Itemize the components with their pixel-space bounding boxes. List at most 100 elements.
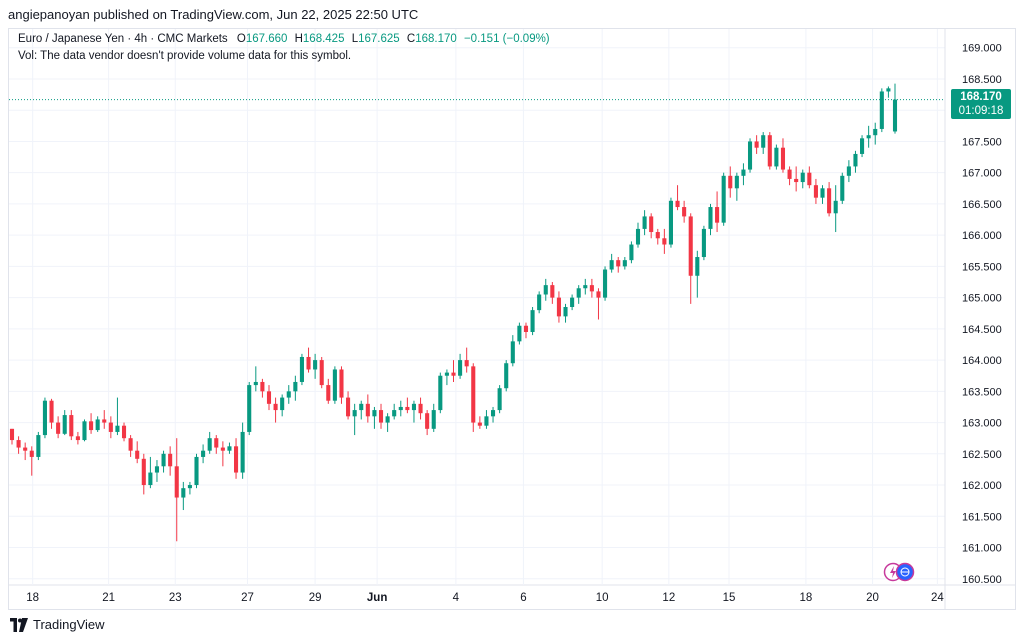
x-tick-label: 18 [799,592,812,604]
candle-body [128,438,133,451]
candle-body [425,413,430,429]
candle-body [69,415,74,437]
candle-body [56,422,61,434]
y-tick-label: 165.500 [962,261,1002,273]
candle-body [517,325,522,342]
y-tick-label: 162.500 [962,449,1002,461]
candle-body [253,381,258,386]
candle-body [227,446,232,451]
candle-body [418,403,423,414]
x-tick-label: 10 [596,592,609,604]
candle-body [603,269,608,298]
candle-body [576,288,581,298]
candle-body [635,228,641,245]
candle-body [260,381,265,392]
candle-body [29,450,34,457]
x-tick-label: 29 [309,592,322,604]
tradingview-logo-icon [10,617,28,632]
candle-body [741,169,746,176]
candle-body [570,297,575,307]
change-value: −0.151 (−0.09%) [463,33,550,45]
candle-body [187,485,192,489]
candle-body [537,294,542,311]
candle-body [16,440,21,448]
candle-body [273,403,278,411]
candle-body [201,450,206,457]
candle-body [431,410,436,429]
candle-body [820,188,825,198]
candle-body [833,200,838,214]
candle-body [708,207,713,229]
candle-body [75,436,80,441]
candle-body [721,175,726,223]
high-value: 168.425 [302,33,345,45]
candle-body [49,400,54,423]
candle-body [682,207,687,217]
candle-body [161,453,166,467]
candle-body [174,466,179,498]
candle-body [220,447,225,451]
candle-body [583,285,588,289]
x-tick-label: 20 [866,592,879,604]
candle-body [398,406,403,411]
candle-body [701,228,706,258]
volume-note: Vol: The data vendor doesn't provide vol… [18,50,352,62]
candle-body [458,360,463,376]
candle-body [247,385,252,432]
last-price-badge: 168.170 01:09:18 [951,89,1011,119]
candle-body [543,285,548,295]
x-tick-label: 21 [102,592,115,604]
candle-body [378,410,384,423]
y-tick-label: 163.500 [962,386,1002,398]
candle-body [550,285,555,298]
candle-body [655,232,660,239]
candle-body [892,99,898,132]
y-tick-label: 164.500 [962,324,1002,336]
candle-body [695,257,700,276]
candle-body [141,458,146,486]
candle-body [9,428,15,441]
candle-body [135,450,140,459]
chart-frame[interactable] [8,28,1016,610]
candle-body [438,375,443,411]
candle-body [108,422,113,432]
candle-body [62,415,67,434]
candle-body [800,172,805,183]
candle-body [359,403,364,411]
candle-body [556,297,561,317]
y-tick-label: 167.000 [962,168,1002,180]
candle-body [405,406,410,411]
candle-body [761,135,766,148]
candle-body [622,260,627,267]
candle-body [154,466,160,473]
candle-body [662,238,667,245]
brand-name: TradingView [33,617,105,632]
candle-body [484,416,489,426]
publisher-line: angiepanoyan published on TradingView.co… [8,7,419,22]
candle-body [807,172,812,186]
candle-body [115,425,120,432]
candle-body [668,200,673,245]
footer-brand[interactable]: TradingView [10,617,105,632]
candle-body [214,438,219,448]
candle-body [89,421,94,431]
symbol-label[interactable]: Euro / Japanese Yen · 4h · CMC Markets [18,33,228,45]
candle-body [860,138,865,154]
candle-body [728,175,733,189]
candle-body [629,244,634,261]
candle-body [444,372,449,376]
candle-body [780,147,786,170]
candle-body [36,435,41,457]
y-tick-label: 168.500 [962,74,1002,86]
candle-body [747,141,753,170]
candle-body [346,397,351,417]
low-label: L [351,33,359,45]
candle-body [510,341,515,364]
candle-body [42,400,47,436]
x-tick-label: 6 [520,592,526,604]
candle-body [504,363,509,389]
y-tick-label: 161.500 [962,511,1002,523]
globe-icon[interactable] [895,562,915,582]
candle-body [827,188,832,214]
